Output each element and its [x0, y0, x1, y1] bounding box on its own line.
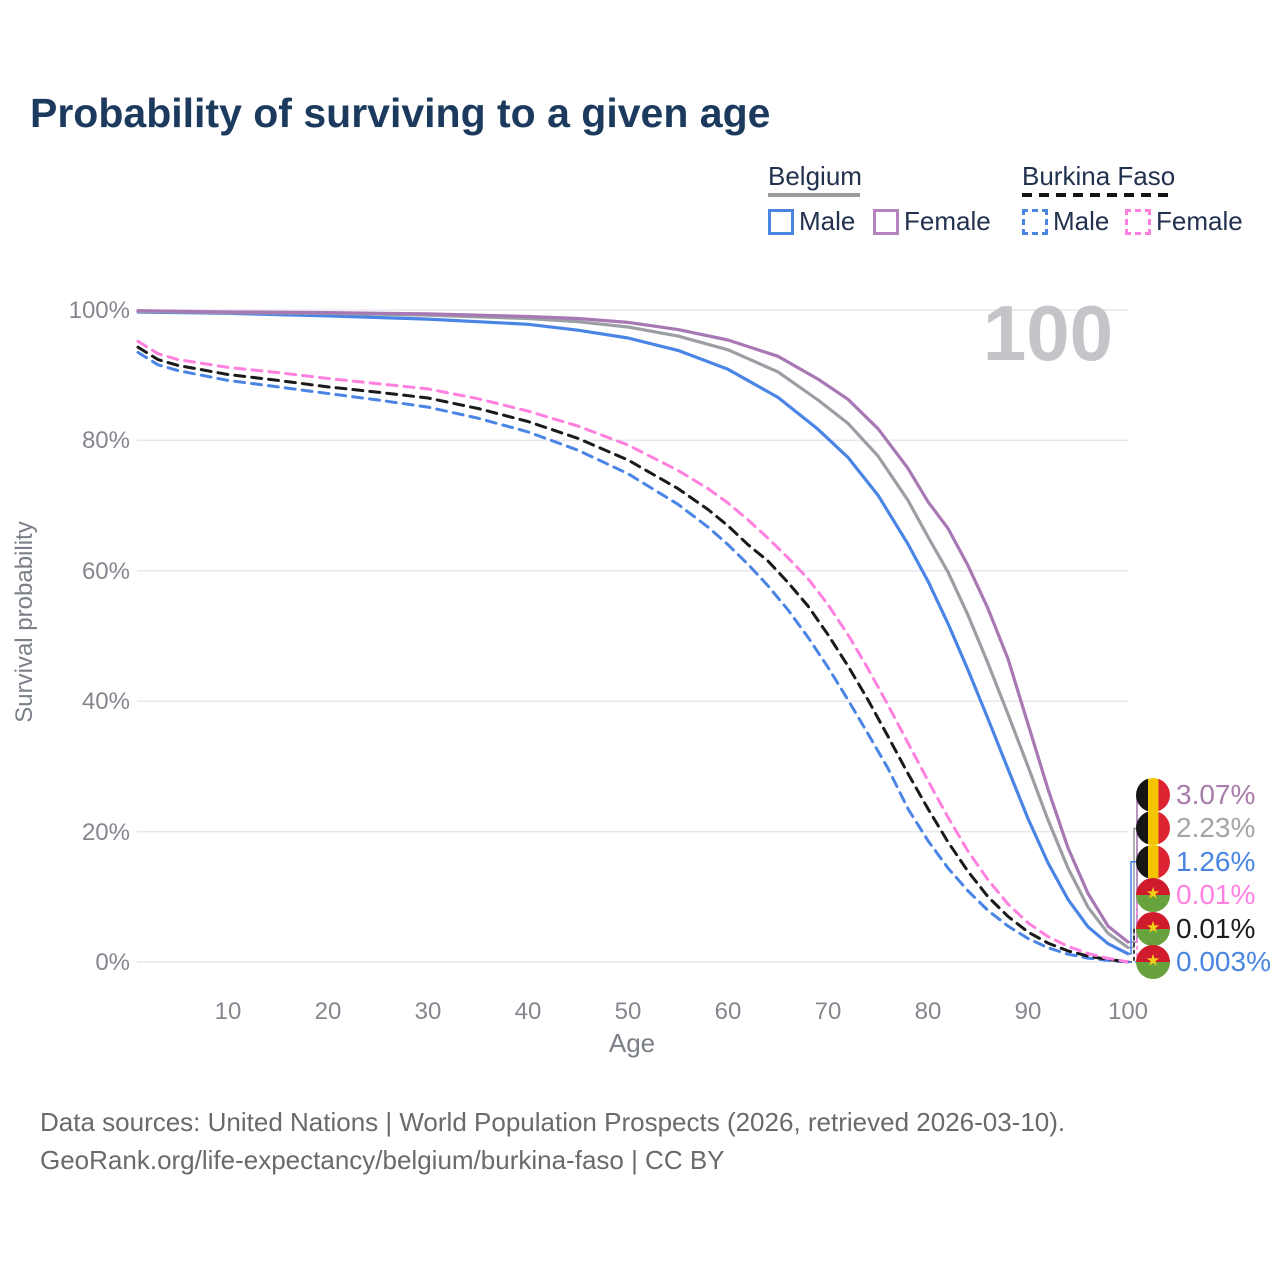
end-value-label: 1.26%: [1176, 845, 1256, 877]
end-value-label: 0.003%: [1176, 946, 1271, 977]
page-title: Probability of surviving to a given age: [30, 90, 771, 136]
y-tick-label: 100%: [68, 297, 130, 324]
curve-belgium-female: [136, 309, 1130, 944]
y-tick-label: 20%: [81, 818, 130, 846]
attribution-text: GeoRank.org/life-expectancy/belgium/burk…: [40, 1145, 725, 1175]
x-tick-label: 90: [1014, 998, 1042, 1025]
x-tick-label: 50: [614, 998, 642, 1025]
curve-belgium-both: [136, 309, 1130, 950]
y-tick-label: 80%: [81, 427, 130, 455]
end-label-row-burkina-faso-female: ★ 0.01%: [1136, 878, 1256, 913]
x-tick-label: 70: [814, 998, 842, 1025]
legend-item-label: Female: [1156, 206, 1243, 236]
curve-burkina-faso-male: [136, 350, 1130, 964]
legend-group-burkina-faso: Burkina Faso: [1022, 162, 1175, 197]
burkina-faso-flag-icon: ★: [1136, 945, 1170, 979]
star-icon: ★: [1145, 918, 1161, 936]
x-tick-label: 40: [514, 998, 542, 1025]
legend-item-label: Male: [1053, 206, 1110, 236]
y-tick-label: 60%: [81, 557, 130, 585]
end-label-connector: [1128, 860, 1137, 955]
burkina-male-swatch-icon: [1022, 208, 1048, 235]
belgium-flag-icon: [1136, 844, 1170, 879]
y-axis-title: Survival probability: [11, 521, 38, 723]
belgium-female-swatch-icon: [873, 208, 899, 235]
legend-item-label: Male: [799, 206, 856, 236]
end-label-row-belgium-female: 3.07%: [1136, 778, 1255, 812]
curve-burkina-faso-female: [136, 339, 1130, 964]
x-tick-label: 60: [714, 998, 742, 1025]
end-label-row-belgium-male: 1.26%: [1136, 844, 1256, 879]
burkina-faso-flag-icon: ★: [1136, 878, 1170, 913]
burkina-female-swatch-icon: [1125, 208, 1151, 235]
x-tick-label: 20: [314, 998, 342, 1025]
curve-burkina-faso-both: [136, 345, 1130, 964]
legend-item-burkina-male[interactable]: Male: [1022, 206, 1109, 237]
data-sources-text: Data sources: United Nations | World Pop…: [40, 1107, 1066, 1137]
star-icon: ★: [1145, 952, 1161, 970]
x-tick-label: 80: [914, 998, 942, 1025]
legend-burkina-line-sample: [1022, 193, 1170, 197]
end-value-label: 2.23%: [1176, 812, 1256, 844]
curve-belgium-male: [136, 310, 1130, 956]
belgium-male-swatch-icon: [768, 208, 794, 235]
end-label-row-burkina-faso-both: ★ 0.01%: [1136, 911, 1256, 946]
legend-item-belgium-female[interactable]: Female: [873, 206, 991, 237]
y-tick-label: 40%: [81, 688, 130, 716]
end-value-label: 3.07%: [1176, 779, 1256, 810]
x-tick-label: 10: [214, 998, 242, 1025]
belgium-flag-icon: [1136, 811, 1170, 846]
age-counter-watermark: 100: [982, 289, 1113, 377]
burkina-faso-flag-icon: ★: [1136, 911, 1170, 946]
end-label-row-belgium-both: 2.23%: [1136, 811, 1256, 846]
x-tick-label: 100: [1107, 998, 1149, 1025]
y-tick-label: 0%: [95, 949, 130, 976]
end-value-label: 0.01%: [1176, 879, 1256, 911]
end-value-label: 0.01%: [1176, 912, 1256, 944]
legend-item-burkina-female[interactable]: Female: [1125, 206, 1243, 237]
x-axis-title: Age: [608, 1028, 656, 1058]
x-tick-label: 30: [414, 998, 442, 1025]
belgium-flag-icon: [1136, 778, 1170, 812]
legend-belgium-line-sample: [768, 193, 860, 197]
legend-group-burkina-title: Burkina Faso: [1022, 161, 1176, 191]
legend-item-belgium-male[interactable]: Male: [768, 206, 855, 237]
end-label-row-burkina-faso-male: ★ 0.003%: [1136, 945, 1271, 979]
star-icon: ★: [1145, 885, 1161, 903]
legend-group-belgium: Belgium: [768, 162, 862, 197]
legend-group-belgium-title: Belgium: [768, 161, 862, 191]
legend-item-label: Female: [904, 206, 991, 236]
